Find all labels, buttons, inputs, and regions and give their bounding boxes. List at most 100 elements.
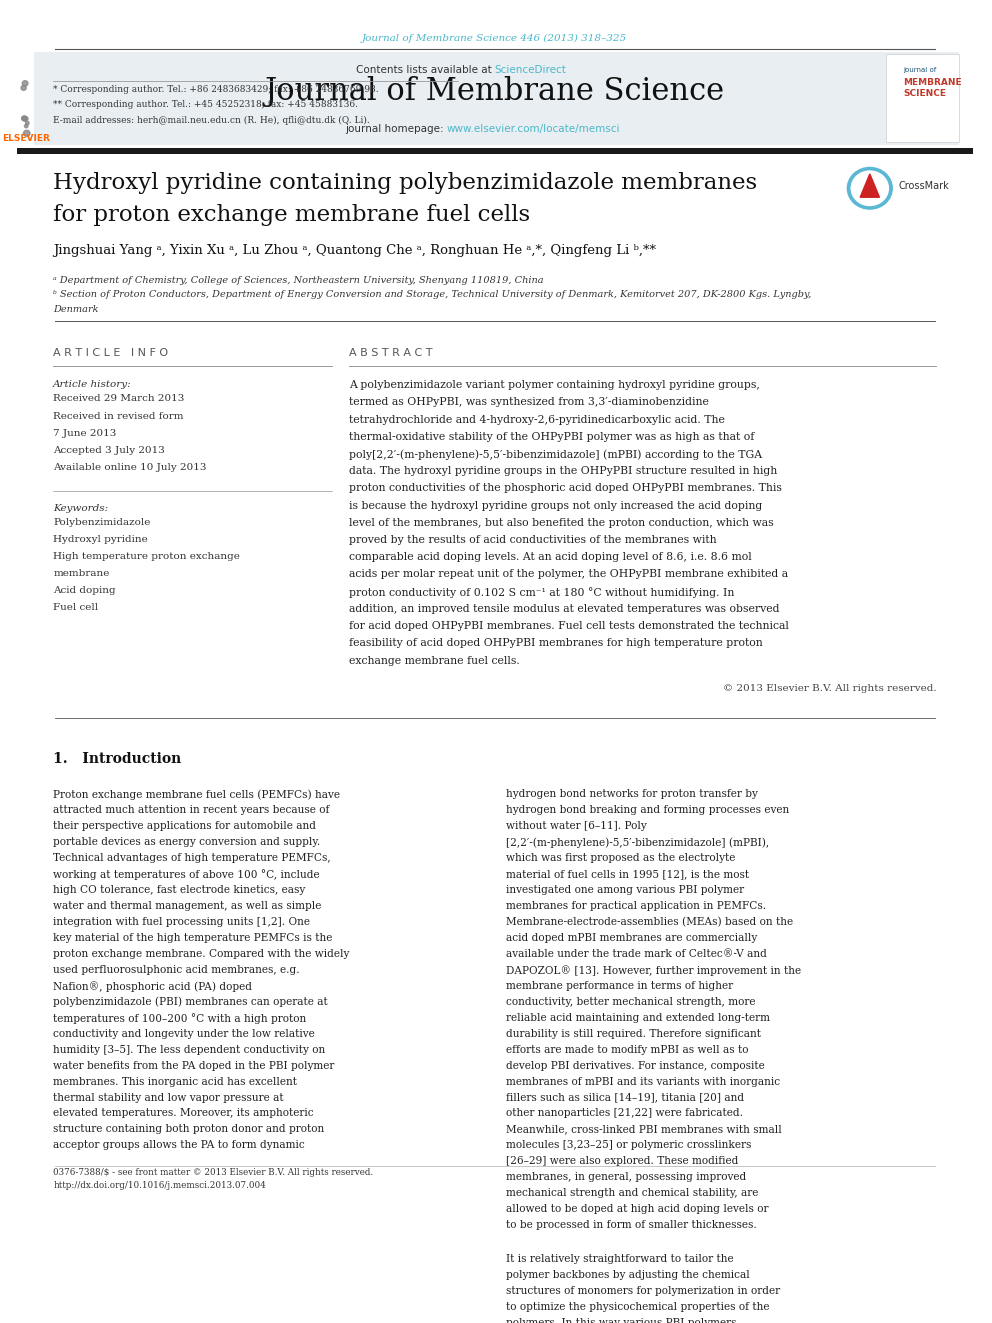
- Text: material of fuel cells in 1995 [12], is the most: material of fuel cells in 1995 [12], is …: [506, 869, 750, 878]
- Text: Hydroxyl pyridine containing polybenzimidazole membranes: Hydroxyl pyridine containing polybenzimi…: [54, 172, 757, 194]
- Text: conductivity, better mechanical strength, more: conductivity, better mechanical strength…: [506, 996, 756, 1007]
- Text: High temperature proton exchange: High temperature proton exchange: [54, 552, 240, 561]
- Text: Keywords:: Keywords:: [54, 504, 108, 513]
- Text: membrane performance in terms of higher: membrane performance in terms of higher: [506, 980, 733, 991]
- Text: proton exchange membrane. Compared with the widely: proton exchange membrane. Compared with …: [54, 949, 349, 959]
- Text: feasibility of acid doped OHPyPBI membranes for high temperature proton: feasibility of acid doped OHPyPBI membra…: [349, 638, 763, 648]
- Text: Polybenzimidazole: Polybenzimidazole: [54, 519, 151, 527]
- Text: conductivity and longevity under the low relative: conductivity and longevity under the low…: [54, 1029, 315, 1039]
- Text: hydrogen bond networks for proton transfer by: hydrogen bond networks for proton transf…: [506, 790, 758, 799]
- Text: used perfluorosulphonic acid membranes, e.g.: used perfluorosulphonic acid membranes, …: [54, 964, 300, 975]
- Text: integration with fuel processing units [1,2]. One: integration with fuel processing units […: [54, 917, 310, 927]
- Text: for acid doped OHPyPBI membranes. Fuel cell tests demonstrated the technical: for acid doped OHPyPBI membranes. Fuel c…: [349, 620, 789, 631]
- FancyBboxPatch shape: [34, 52, 958, 146]
- Text: proved by the results of acid conductivities of the membranes with: proved by the results of acid conductivi…: [349, 534, 717, 545]
- Text: termed as OHPyPBI, was synthesized from 3,3′-diaminobenzidine: termed as OHPyPBI, was synthesized from …: [349, 397, 709, 407]
- Text: Jingshuai Yang ᵃ, Yixin Xu ᵃ, Lu Zhou ᵃ, Quantong Che ᵃ, Ronghuan He ᵃ,*, Qingfe: Jingshuai Yang ᵃ, Yixin Xu ᵃ, Lu Zhou ᵃ,…: [54, 243, 657, 257]
- Text: tetrahydrochloride and 4-hydroxy-2,6-pyridinedicarboxylic acid. The: tetrahydrochloride and 4-hydroxy-2,6-pyr…: [349, 414, 725, 425]
- Text: polymers. In this way various PBI polymers: polymers. In this way various PBI polyme…: [506, 1318, 737, 1323]
- Text: ᵇ Section of Proton Conductors, Department of Energy Conversion and Storage, Tec: ᵇ Section of Proton Conductors, Departme…: [54, 291, 811, 299]
- Text: efforts are made to modify mPBI as well as to: efforts are made to modify mPBI as well …: [506, 1045, 749, 1054]
- Text: Journal of Membrane Science 446 (2013) 318–325: Journal of Membrane Science 446 (2013) 3…: [362, 34, 627, 44]
- Text: E-mail addresses: herh@mail.neu.edu.cn (R. He), qfli@dtu.dk (Q. Li).: E-mail addresses: herh@mail.neu.edu.cn (…: [54, 115, 370, 124]
- Text: Denmark: Denmark: [54, 304, 99, 314]
- Text: proton conductivity of 0.102 S cm⁻¹ at 180 °C without humidifying. In: proton conductivity of 0.102 S cm⁻¹ at 1…: [349, 586, 734, 598]
- Text: A polybenzimidazole variant polymer containing hydroxyl pyridine groups,: A polybenzimidazole variant polymer cont…: [349, 380, 760, 390]
- Circle shape: [21, 86, 26, 90]
- Text: Meanwhile, cross-linked PBI membranes with small: Meanwhile, cross-linked PBI membranes wi…: [506, 1125, 782, 1134]
- Text: water benefits from the PA doped in the PBI polymer: water benefits from the PA doped in the …: [54, 1061, 334, 1070]
- Text: © 2013 Elsevier B.V. All rights reserved.: © 2013 Elsevier B.V. All rights reserved…: [723, 684, 936, 692]
- Text: thermal-oxidative stability of the OHPyPBI polymer was as high as that of: thermal-oxidative stability of the OHPyP…: [349, 431, 755, 442]
- Text: available under the trade mark of Celtec®-V and: available under the trade mark of Celtec…: [506, 949, 767, 959]
- Text: MEMBRANE: MEMBRANE: [904, 78, 962, 87]
- Text: A B S T R A C T: A B S T R A C T: [349, 348, 433, 357]
- Text: mechanical strength and chemical stability, are: mechanical strength and chemical stabili…: [506, 1188, 759, 1199]
- Text: water and thermal management, as well as simple: water and thermal management, as well as…: [54, 901, 321, 912]
- Text: [26–29] were also explored. These modified: [26–29] were also explored. These modifi…: [506, 1156, 739, 1167]
- Text: Available online 10 July 2013: Available online 10 July 2013: [54, 463, 206, 471]
- Text: A R T I C L E   I N F O: A R T I C L E I N F O: [54, 348, 169, 357]
- Text: other nanoparticles [21,22] were fabricated.: other nanoparticles [21,22] were fabrica…: [506, 1109, 743, 1118]
- Text: acid doped mPBI membranes are commercially: acid doped mPBI membranes are commercial…: [506, 933, 758, 943]
- Text: Accepted 3 July 2013: Accepted 3 July 2013: [54, 446, 165, 455]
- Text: www.elsevier.com/locate/memsci: www.elsevier.com/locate/memsci: [446, 124, 620, 134]
- Text: allowed to be doped at high acid doping levels or: allowed to be doped at high acid doping …: [506, 1204, 769, 1215]
- Text: 0376-7388/$ - see front matter © 2013 Elsevier B.V. All rights reserved.: 0376-7388/$ - see front matter © 2013 El…: [54, 1168, 373, 1177]
- Text: structure containing both proton donor and proton: structure containing both proton donor a…: [54, 1125, 324, 1134]
- Text: Hydroxyl pyridine: Hydroxyl pyridine: [54, 536, 148, 544]
- Text: polymer backbones by adjusting the chemical: polymer backbones by adjusting the chemi…: [506, 1270, 750, 1281]
- Text: ELSEVIER: ELSEVIER: [2, 135, 50, 143]
- Text: Nafion®, phosphoric acid (PA) doped: Nafion®, phosphoric acid (PA) doped: [54, 980, 252, 991]
- Text: Fuel cell: Fuel cell: [54, 603, 98, 613]
- Text: key material of the high temperature PEMFCs is the: key material of the high temperature PEM…: [54, 933, 332, 943]
- Text: proton conductivities of the phosphoric acid doped OHPyPBI membranes. This: proton conductivities of the phosphoric …: [349, 483, 782, 493]
- Text: exchange membrane fuel cells.: exchange membrane fuel cells.: [349, 655, 520, 665]
- Text: membranes. This inorganic acid has excellent: membranes. This inorganic acid has excel…: [54, 1077, 298, 1086]
- Text: membrane: membrane: [54, 569, 109, 578]
- Text: working at temperatures of above 100 °C, include: working at temperatures of above 100 °C,…: [54, 869, 319, 880]
- Circle shape: [25, 124, 28, 128]
- Text: addition, an improved tensile modulus at elevated temperatures was observed: addition, an improved tensile modulus at…: [349, 603, 780, 614]
- Text: polybenzimidazole (PBI) membranes can operate at: polybenzimidazole (PBI) membranes can op…: [54, 996, 328, 1007]
- Text: portable devices as energy conversion and supply.: portable devices as energy conversion an…: [54, 837, 320, 847]
- Text: without water [6–11]. Poly: without water [6–11]. Poly: [506, 822, 647, 831]
- Text: ** Corresponding author. Tel.: +45 45252318; fax: +45 45883136.: ** Corresponding author. Tel.: +45 45252…: [54, 101, 358, 110]
- Text: 7 June 2013: 7 June 2013: [54, 429, 117, 438]
- Text: 1.   Introduction: 1. Introduction: [54, 751, 182, 766]
- Text: Received in revised form: Received in revised form: [54, 411, 184, 421]
- Text: Membrane-electrode-assemblies (MEAs) based on the: Membrane-electrode-assemblies (MEAs) bas…: [506, 917, 794, 927]
- Text: structures of monomers for polymerization in order: structures of monomers for polymerizatio…: [506, 1286, 781, 1297]
- Text: http://dx.doi.org/10.1016/j.memsci.2013.07.004: http://dx.doi.org/10.1016/j.memsci.2013.…: [54, 1180, 266, 1189]
- Text: Technical advantages of high temperature PEMFCs,: Technical advantages of high temperature…: [54, 853, 331, 863]
- Polygon shape: [860, 173, 880, 197]
- Text: It is relatively straightforward to tailor the: It is relatively straightforward to tail…: [506, 1254, 734, 1263]
- Text: SCIENCE: SCIENCE: [904, 89, 946, 98]
- Bar: [17, 148, 973, 155]
- Text: to be processed in form of smaller thicknesses.: to be processed in form of smaller thick…: [506, 1220, 757, 1230]
- Text: ᵃ Department of Chemistry, College of Sciences, Northeastern University, Shenyan: ᵃ Department of Chemistry, College of Sc…: [54, 277, 544, 286]
- Text: CrossMark: CrossMark: [899, 181, 949, 192]
- Circle shape: [23, 116, 28, 122]
- Text: attracted much attention in recent years because of: attracted much attention in recent years…: [54, 806, 329, 815]
- Text: to optimize the physicochemical properties of the: to optimize the physicochemical properti…: [506, 1302, 770, 1312]
- Text: Contents lists available at: Contents lists available at: [356, 65, 495, 74]
- Text: journal of: journal of: [904, 67, 936, 73]
- Circle shape: [850, 171, 889, 206]
- Text: ScienceDirect: ScienceDirect: [495, 65, 566, 74]
- Text: [2,2′-(m-phenylene)-5,5′-bibenzimidazole] (mPBI),: [2,2′-(m-phenylene)-5,5′-bibenzimidazole…: [506, 837, 770, 848]
- Text: data. The hydroxyl pyridine groups in the OHPyPBI structure resulted in high: data. The hydroxyl pyridine groups in th…: [349, 466, 778, 476]
- Text: investigated one among various PBI polymer: investigated one among various PBI polym…: [506, 885, 744, 896]
- Text: their perspective applications for automobile and: their perspective applications for autom…: [54, 822, 316, 831]
- Text: Received 29 March 2013: Received 29 March 2013: [54, 394, 185, 404]
- Text: journal homepage:: journal homepage:: [344, 124, 446, 134]
- Text: elevated temperatures. Moreover, its amphoteric: elevated temperatures. Moreover, its amp…: [54, 1109, 313, 1118]
- Text: poly[2,2′-(m-phenylene)-5,5′-bibenzimidazole] (mPBI) according to the TGA: poly[2,2′-(m-phenylene)-5,5′-bibenzimida…: [349, 448, 762, 459]
- Text: Acid doping: Acid doping: [54, 586, 116, 595]
- Text: acceptor groups allows the PA to form dynamic: acceptor groups allows the PA to form dy…: [54, 1140, 305, 1151]
- Text: high CO tolerance, fast electrode kinetics, easy: high CO tolerance, fast electrode kineti…: [54, 885, 306, 896]
- Text: level of the membranes, but also benefited the proton conduction, which was: level of the membranes, but also benefit…: [349, 517, 774, 528]
- Text: Proton exchange membrane fuel cells (PEMFCs) have: Proton exchange membrane fuel cells (PEM…: [54, 790, 340, 800]
- Text: develop PBI derivatives. For instance, composite: develop PBI derivatives. For instance, c…: [506, 1061, 765, 1070]
- Circle shape: [22, 81, 28, 86]
